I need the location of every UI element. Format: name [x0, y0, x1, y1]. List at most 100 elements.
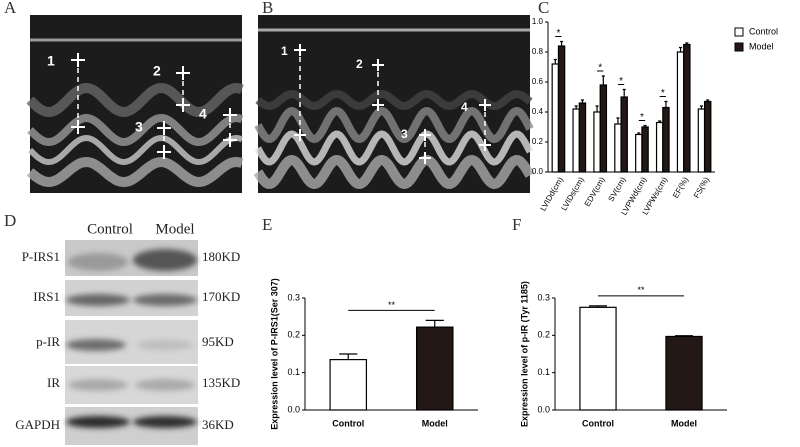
panel-label: F	[512, 215, 521, 234]
blot-size: 135KD	[202, 375, 240, 390]
y-axis-label: Expression level of p-IR (Tyr 1185)	[519, 281, 529, 427]
error-bar	[601, 75, 605, 85]
echo-band	[253, 154, 535, 190]
panel-label: A	[4, 0, 17, 17]
panel-label: D	[4, 211, 16, 230]
blot-size: 170KD	[202, 289, 240, 304]
significance-label: *	[619, 76, 623, 87]
bar	[614, 123, 622, 173]
legend-swatch	[734, 27, 744, 37]
y-tick-label: 0.8	[532, 47, 544, 56]
y-tick-label: 0.2	[532, 137, 544, 146]
blot-row: GAPDH	[15, 417, 60, 432]
y-axis-label: Expression level of P-IRS1(Ser 307)	[269, 278, 279, 430]
error-bar	[580, 99, 585, 103]
significance-label: *	[661, 88, 665, 99]
y-tick-label: 0.6	[532, 77, 544, 86]
error-bar	[699, 105, 703, 109]
echo-band	[26, 82, 244, 118]
error-bar	[588, 305, 608, 308]
error-bar	[616, 117, 620, 124]
error-bar	[674, 335, 694, 337]
x-tick-label: EDV(cm)	[583, 175, 607, 208]
bar	[665, 335, 703, 411]
error-bar	[678, 46, 683, 52]
blot-row: P-IRS1	[22, 249, 60, 264]
marker-label: 3	[135, 119, 143, 135]
legend-label: Control	[749, 26, 778, 36]
blot-row: p-IR	[36, 334, 60, 349]
y-tick-label: 0.0	[532, 167, 544, 176]
significance-label: **	[388, 300, 396, 310]
x-tick-label: EF(%)	[671, 175, 690, 199]
error-bar	[643, 124, 647, 127]
blot-column: Control	[87, 221, 133, 237]
x-tick-label: Control	[582, 418, 614, 428]
bar	[683, 43, 691, 173]
bar	[641, 126, 649, 173]
bar	[599, 84, 608, 173]
y-tick-label: 0.0	[287, 404, 300, 414]
x-tick-label: FS(%)	[692, 175, 711, 199]
y-tick-label: 0.1	[537, 367, 550, 377]
error-bar	[637, 132, 641, 135]
x-tick-label: Model	[671, 418, 697, 428]
marker-label: 3	[401, 127, 408, 141]
error-bar	[658, 120, 662, 123]
bar	[572, 108, 580, 173]
error-bar	[339, 353, 358, 360]
panel-label: C	[538, 0, 549, 17]
error-bar	[553, 58, 557, 64]
blot-row: IR	[47, 375, 60, 390]
y-tick-label: 0.2	[287, 330, 300, 340]
y-tick-label: 0.3	[287, 292, 300, 302]
marker-label: 2	[356, 57, 363, 71]
significance-label: **	[637, 285, 645, 295]
bar	[415, 326, 454, 411]
y-tick-label: 0.2	[537, 330, 550, 340]
bar	[635, 133, 643, 173]
bar	[662, 106, 670, 173]
echo-band	[27, 113, 244, 147]
error-bar	[574, 105, 578, 109]
echo-band	[27, 134, 244, 166]
blot-row: IRS1	[33, 289, 60, 304]
y-tick-label: 1.0	[532, 17, 544, 26]
bar	[655, 121, 664, 173]
blot-size: 36KD	[202, 417, 234, 432]
x-tick-label: Model	[422, 418, 448, 428]
error-bar	[622, 88, 626, 97]
panel-label: B	[262, 0, 273, 17]
panel-label: E	[262, 215, 272, 234]
bar	[697, 108, 706, 173]
marker-label: 4	[199, 106, 207, 122]
error-bar	[664, 100, 668, 108]
error-bar	[706, 99, 710, 102]
significance-label: *	[598, 63, 602, 74]
error-bar	[685, 42, 689, 45]
y-tick-label: 0.0	[537, 404, 550, 414]
error-bar	[595, 105, 599, 112]
blot-size: 180KD	[202, 249, 240, 264]
legend-label: Model	[749, 41, 774, 51]
blot-column: Model	[155, 221, 194, 237]
marker-label: 4	[461, 100, 468, 114]
blot-size: 95KD	[202, 334, 234, 349]
y-tick-label: 0.3	[537, 292, 550, 302]
bar	[676, 51, 685, 173]
legend-swatch	[734, 42, 744, 52]
bar	[579, 306, 617, 411]
bar	[557, 45, 566, 173]
bar	[703, 100, 712, 173]
echo-band	[254, 130, 534, 166]
bar	[329, 359, 368, 411]
error-bar	[425, 319, 444, 328]
bar	[578, 102, 587, 173]
error-bar	[560, 40, 564, 46]
y-tick-label: 0.4	[532, 107, 544, 116]
marker-label: 1	[281, 44, 288, 58]
bar	[593, 111, 601, 173]
echo-band	[254, 106, 534, 144]
significance-label: *	[556, 28, 560, 39]
